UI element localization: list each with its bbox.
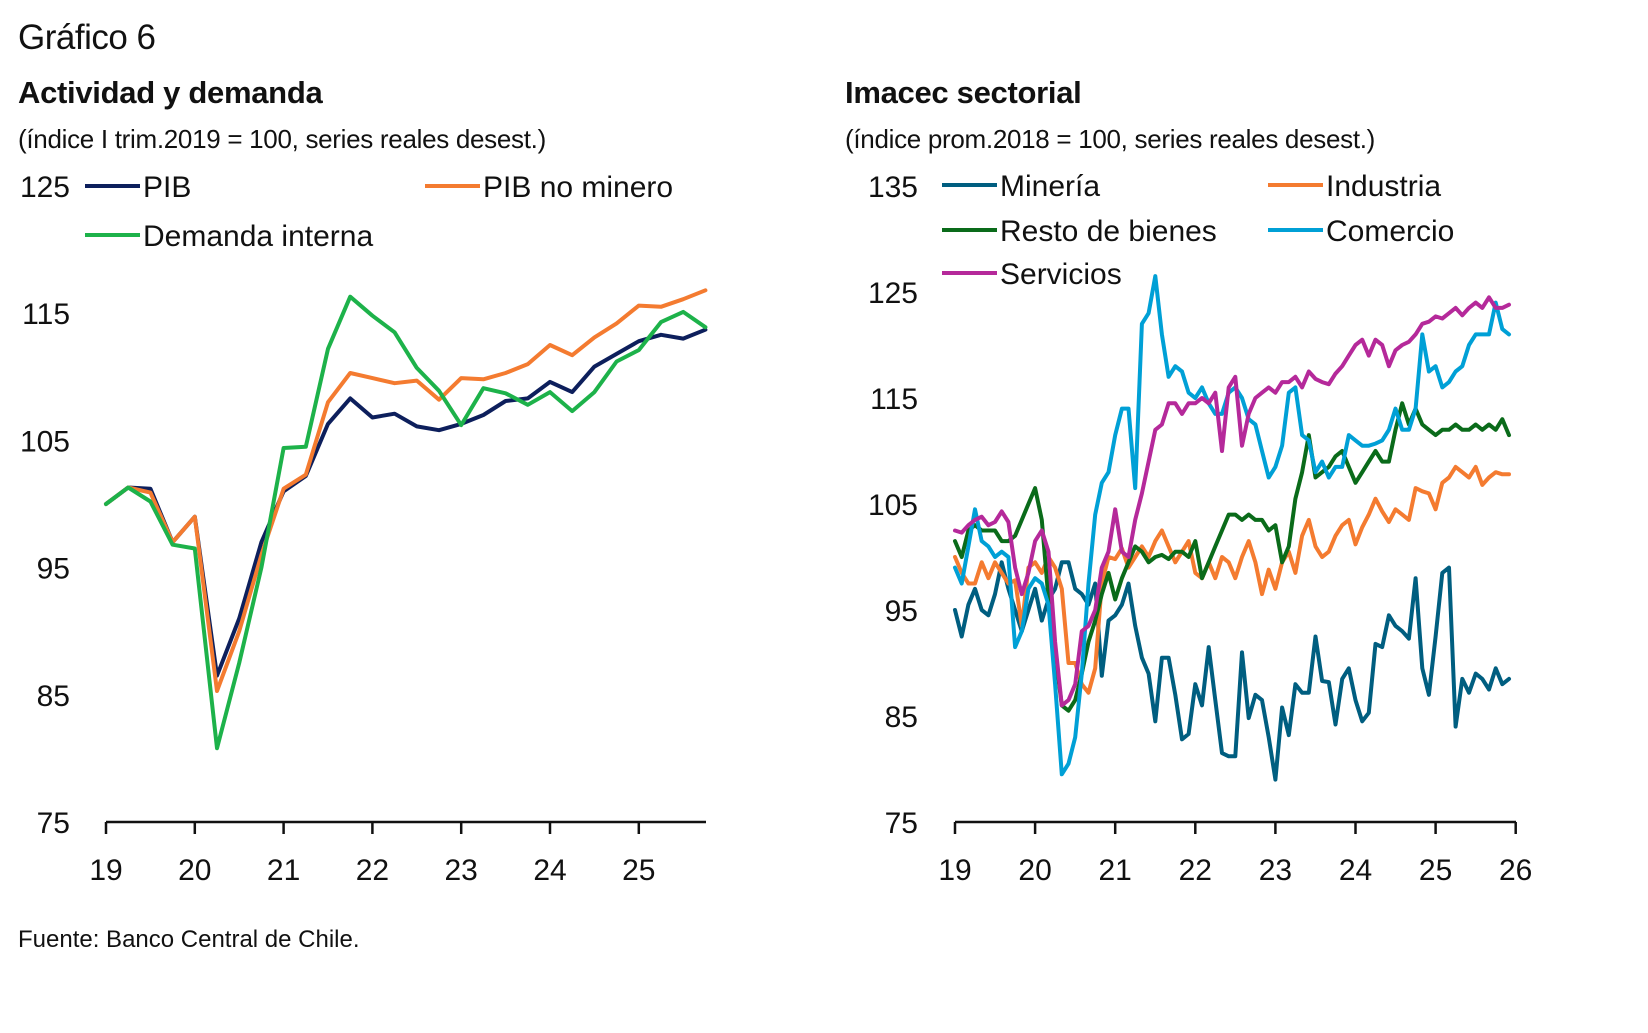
x-tick-label: 20	[1018, 854, 1051, 887]
series-line-miner-a	[953, 560, 1511, 782]
x-tick-label: 22	[1179, 854, 1212, 887]
legend-item: PIB no minero	[425, 171, 673, 204]
legend-label: Resto de bienes	[1000, 215, 1217, 248]
series-line-resto-de-bienes	[953, 401, 1511, 713]
figure-number-label: Gráfico 6	[18, 18, 156, 57]
y-tick-label: 85	[37, 680, 70, 713]
legend-label: Comercio	[1326, 215, 1454, 248]
x-tick-label: 25	[1419, 854, 1452, 887]
x-tick-label: 22	[356, 854, 389, 887]
y-tick-label: 95	[37, 553, 70, 586]
x-tick-label: 20	[178, 854, 211, 887]
y-tick-label: 115	[22, 298, 70, 331]
x-tick-label: 21	[267, 854, 300, 887]
legend-label: Industria	[1326, 170, 1441, 203]
x-tick-label: 21	[1099, 854, 1132, 887]
y-tick-label: 75	[885, 807, 918, 840]
legend-label: Demanda interna	[143, 220, 373, 253]
y-tick-label: 125	[20, 171, 70, 204]
series-line-comercio	[953, 274, 1511, 777]
x-tick-label: 24	[533, 854, 566, 887]
series-line-demanda-interna	[104, 294, 708, 751]
legend-item: Industria	[1268, 170, 1441, 203]
y-tick-label: 75	[37, 807, 70, 840]
legend-item: Comercio	[1268, 215, 1454, 248]
x-tick-label: 24	[1339, 854, 1372, 887]
y-tick-label: 85	[885, 701, 918, 734]
x-tick-label: 25	[622, 854, 655, 887]
legend-item: Servicios	[942, 258, 1122, 291]
series-line-pib-no-minero	[104, 288, 708, 693]
y-tick-label: 115	[870, 383, 918, 416]
legend-item: PIB	[85, 171, 191, 204]
y-tick-label: 105	[20, 425, 70, 458]
left-chart-title: Actividad y demanda	[18, 75, 323, 110]
x-tick-label: 23	[1259, 854, 1292, 887]
right-chart-title: Imacec sectorial	[845, 75, 1082, 110]
x-tick-label: 26	[1499, 854, 1532, 887]
legend-label: PIB	[143, 171, 191, 204]
x-tick-label: 23	[445, 854, 478, 887]
series-line-servicios	[953, 295, 1511, 708]
y-tick-label: 135	[868, 171, 918, 204]
legend-label: PIB no minero	[483, 171, 673, 204]
y-tick-label: 105	[868, 489, 918, 522]
legend-item: Resto de bienes	[942, 215, 1217, 248]
left-chart-subtitle: (índice I trim.2019 = 100, series reales…	[18, 124, 546, 154]
legend-label: Servicios	[1000, 258, 1122, 291]
source-note: Fuente: Banco Central de Chile.	[18, 926, 360, 953]
legend-label: Minería	[1000, 170, 1100, 203]
y-tick-label: 95	[885, 595, 918, 628]
x-tick-label: 19	[938, 854, 971, 887]
right-chart-subtitle: (índice prom.2018 = 100, series reales d…	[845, 124, 1376, 154]
legend-item: Minería	[942, 170, 1100, 203]
y-tick-label: 125	[868, 277, 918, 310]
x-tick-label: 19	[89, 854, 122, 887]
legend-item: Demanda interna	[85, 220, 373, 253]
